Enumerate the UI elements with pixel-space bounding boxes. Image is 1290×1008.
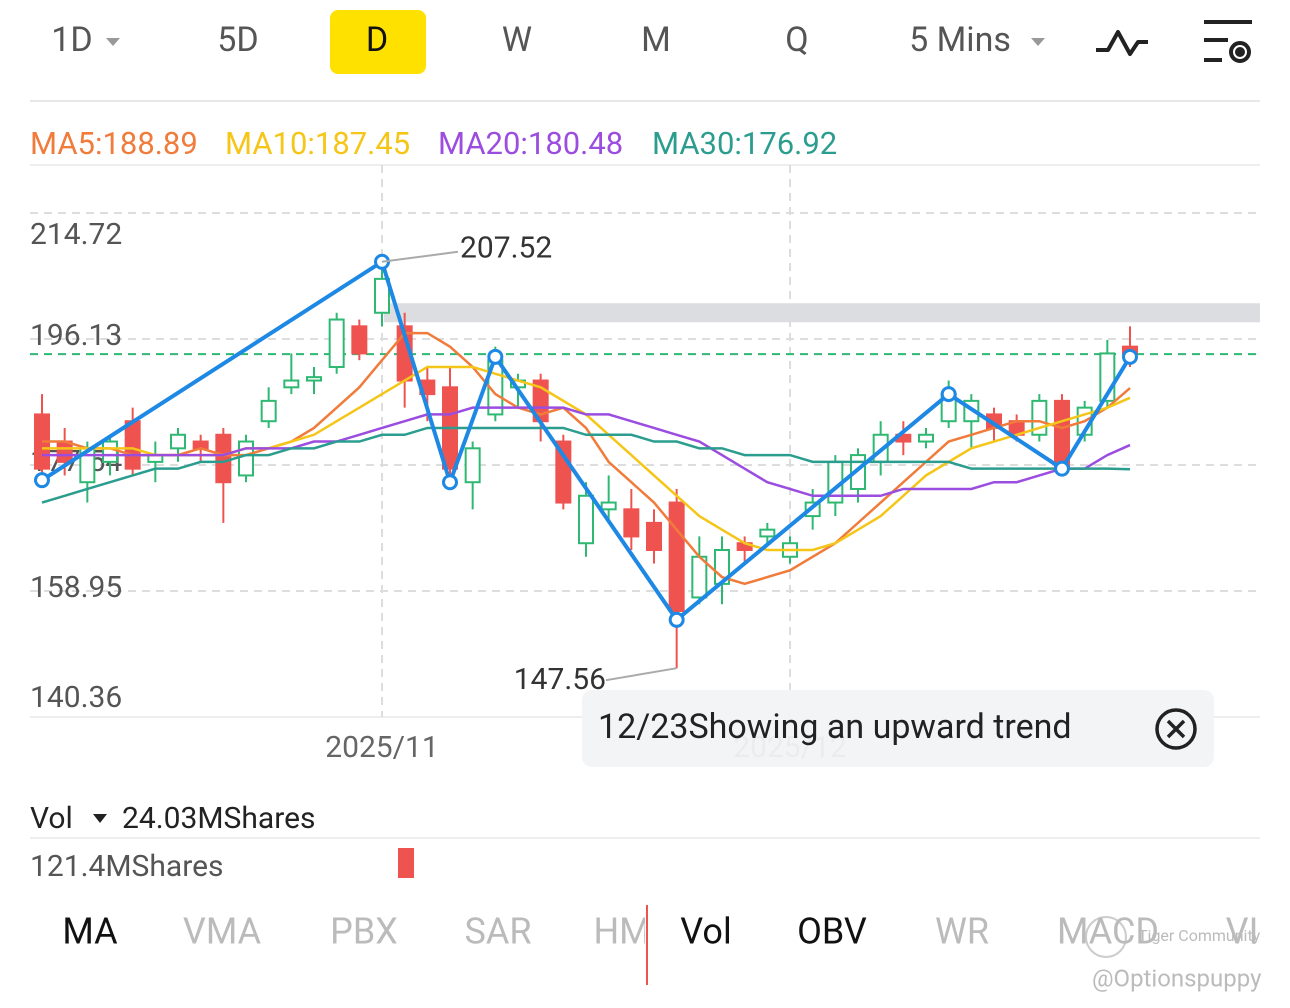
ma-line (42, 406, 1131, 498)
dropdown-icon (1031, 38, 1045, 46)
indicator-tab[interactable]: MACD (1057, 911, 1159, 953)
candle-body (351, 325, 368, 355)
indicator-tab[interactable]: PBX (330, 911, 398, 953)
indicator-tab[interactable]: SAR (464, 911, 531, 953)
volume-max: 121.4MShares (30, 849, 223, 884)
ma-line (41, 426, 1131, 504)
legend-entry: MA20:180.48 (438, 125, 623, 162)
trend-point (442, 474, 458, 491)
watermark: @Optionspuppy (1092, 964, 1262, 992)
candle-body (691, 555, 708, 599)
candle-body (464, 447, 481, 484)
indicator-tab[interactable]: HM (593, 911, 650, 953)
selected-tab-bg (330, 10, 426, 74)
watermark: Tiger Community (1138, 926, 1261, 945)
trend-point (1054, 460, 1070, 477)
settings-icon[interactable] (1204, 20, 1252, 63)
resistance-zone (384, 303, 1260, 323)
candle-body (668, 501, 685, 612)
indicator-tab[interactable]: OBV (797, 911, 867, 953)
indicator-icon[interactable] (1096, 30, 1148, 56)
period-tab[interactable]: D (366, 20, 388, 60)
indicator-tab[interactable]: MA (62, 911, 118, 953)
period-tab[interactable]: 1D (51, 20, 92, 60)
candle-body (215, 433, 232, 484)
trend-point (668, 611, 685, 628)
trend-line (40, 259, 1132, 622)
candle-body (170, 433, 186, 450)
candle-body (102, 440, 118, 463)
legend-entry: MA10:187.45 (225, 125, 410, 162)
indicator-tab[interactable]: VI (1226, 911, 1259, 953)
tooltip-bg (582, 690, 1214, 767)
candle-body (646, 521, 662, 551)
period-tab[interactable]: 5D (217, 20, 258, 60)
candle-body (238, 440, 254, 477)
period-tab[interactable]: Q (785, 20, 808, 60)
candle-body (555, 440, 572, 504)
candle-body (283, 379, 300, 389)
y-tick-label: 196.13 (30, 318, 122, 353)
period-tab[interactable]: M (641, 20, 671, 60)
candle-body (124, 420, 141, 470)
trend-point (1122, 348, 1138, 365)
candle-body (759, 528, 776, 538)
legend-entry: MA30:176.92 (652, 125, 837, 162)
candle-body (374, 277, 390, 314)
y-tick-label: 140.36 (30, 680, 122, 715)
volume-current: 24.03MShares (122, 801, 315, 836)
period-tab[interactable]: 5 Mins (909, 20, 1011, 60)
watermark-logo (1085, 916, 1127, 958)
annotation-leader (605, 667, 677, 682)
annotation-leader (381, 250, 459, 263)
candle-body (306, 376, 322, 382)
y-tick-label: 158.95 (30, 570, 122, 605)
candle-body (56, 440, 73, 463)
indicator-tab[interactable]: WR (935, 911, 989, 953)
high-label: 207.52 (460, 231, 552, 266)
y-tick-label: 214.72 (30, 217, 122, 252)
candle-body (918, 433, 934, 443)
volume-label: Vol (30, 801, 73, 836)
volume-bar (398, 848, 414, 878)
candle-body (260, 399, 277, 423)
trend-point (34, 472, 50, 489)
candle-body (578, 494, 594, 545)
close-icon[interactable] (1155, 708, 1197, 750)
indicator-tab[interactable]: Vol (680, 911, 731, 953)
dropdown-icon (106, 38, 120, 46)
dropdown-icon (93, 814, 107, 823)
period-tab[interactable]: W (502, 20, 532, 60)
x-tick-label: 2025/11 (325, 730, 439, 765)
candle-body (600, 501, 617, 511)
tooltip-text: 12/23Showing an upward trend (598, 707, 1072, 747)
trend-point (940, 386, 957, 403)
trend-point (487, 348, 504, 365)
indicator-tab[interactable]: VMA (183, 911, 262, 953)
candle-body (850, 454, 866, 490)
candle-body (623, 508, 640, 538)
candle-body (328, 318, 345, 368)
legend-entry: MA5:188.89 (30, 125, 198, 162)
